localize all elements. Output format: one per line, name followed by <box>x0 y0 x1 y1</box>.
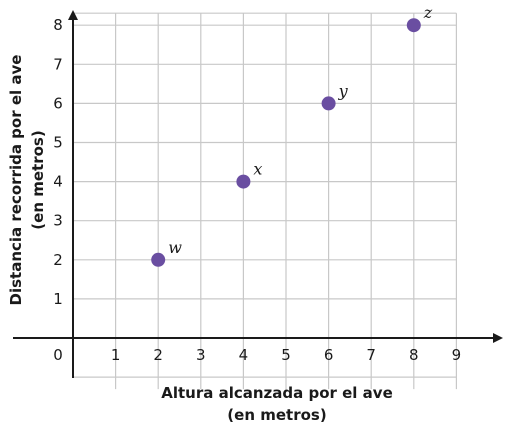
point-label-z: z <box>423 3 433 22</box>
y-tick-label: 7 <box>53 55 63 73</box>
data-points: w x y z <box>151 3 433 267</box>
x-tick-label: 2 <box>153 346 163 364</box>
axis-titles: Altura alcanzada por el ave (en metros) … <box>7 55 393 424</box>
y-tick-label: 5 <box>53 134 63 152</box>
data-point-y <box>321 96 336 111</box>
x-tick-label: 3 <box>196 346 206 364</box>
x-tick-label: 7 <box>366 346 376 364</box>
y-tick-label: 4 <box>53 173 63 191</box>
x-tick-label: 8 <box>409 346 419 364</box>
point-label-y: y <box>338 81 349 100</box>
y-axis-title-line-2: (en metros) <box>29 130 47 229</box>
data-point-z <box>406 18 421 33</box>
grid <box>73 12 457 390</box>
x-axis-title-line-2: (en metros) <box>227 406 326 424</box>
x-tick-label: 5 <box>281 346 291 364</box>
y-tick-label: 6 <box>53 94 63 112</box>
x-tick-label: 9 <box>452 346 462 364</box>
y-tick-label: 3 <box>53 212 63 230</box>
data-point-w <box>151 252 166 267</box>
x-tick-label: 4 <box>239 346 249 364</box>
x-tick-label: 0 <box>53 346 63 364</box>
point-label-x: x <box>253 160 262 179</box>
data-point-x <box>236 174 251 189</box>
y-tick-label: 2 <box>53 251 63 269</box>
y-tick-label: 1 <box>53 290 63 308</box>
x-axis-title-line-1: Altura alcanzada por el ave <box>161 384 393 402</box>
tick-labels: 0 1 2 3 4 5 6 7 8 9 1 2 3 4 5 6 7 8 <box>53 16 461 364</box>
y-tick-label: 8 <box>53 16 63 34</box>
x-tick-label: 6 <box>324 346 334 364</box>
axes <box>13 10 503 378</box>
x-tick-label: 1 <box>111 346 121 364</box>
point-label-w: w <box>168 238 182 257</box>
y-axis-title-line-1: Distancia recorrida por el ave <box>7 55 25 306</box>
